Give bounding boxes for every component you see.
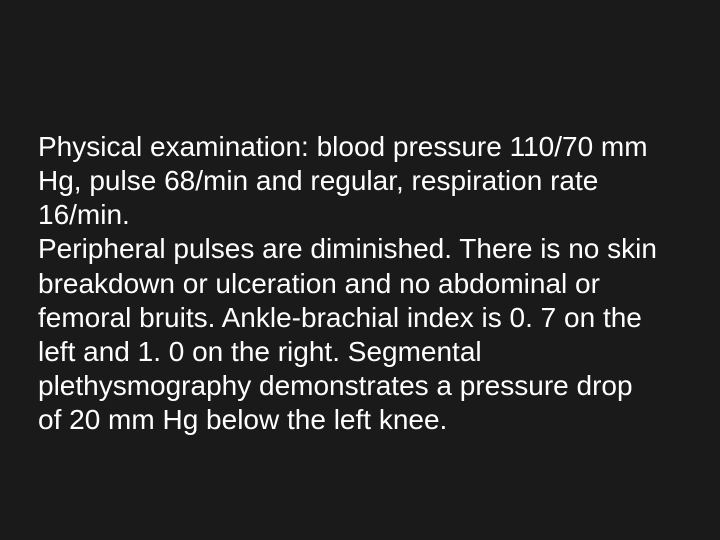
slide-body: Physical examination: blood pressure 110… [38, 130, 658, 437]
paragraph-2: Peripheral pulses are diminished. There … [38, 232, 658, 437]
slide: Physical examination: blood pressure 110… [0, 0, 720, 540]
paragraph-1: Physical examination: blood pressure 110… [38, 130, 658, 232]
